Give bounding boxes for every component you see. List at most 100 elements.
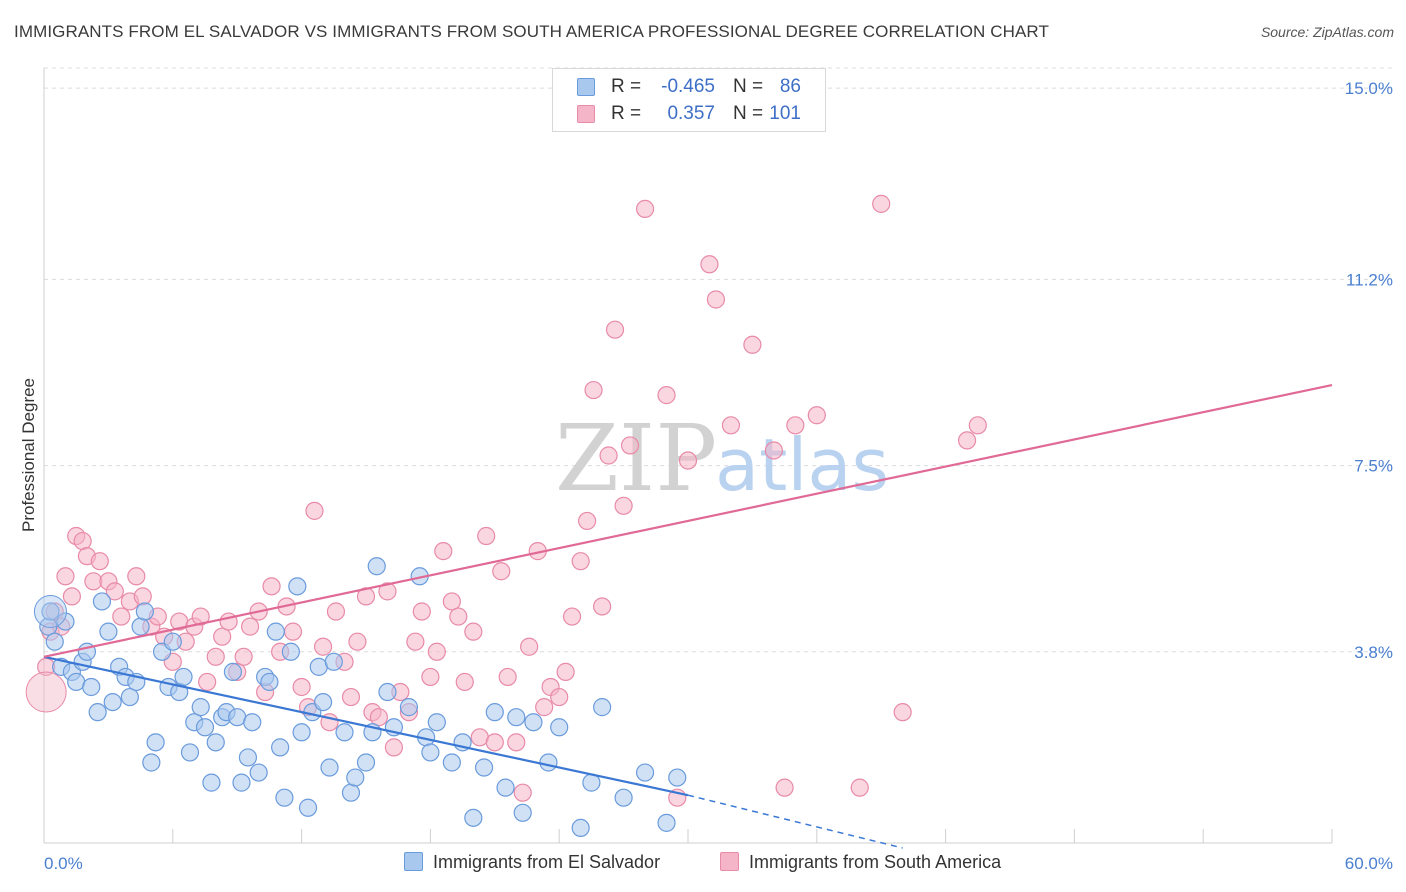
data-point-el-salvador bbox=[56, 612, 75, 631]
data-point-el-salvador bbox=[142, 753, 161, 772]
data-point-el-salvador bbox=[539, 753, 558, 772]
data-point-el-salvador bbox=[427, 713, 446, 732]
data-point-el-salvador bbox=[163, 632, 182, 651]
data-point-south-america bbox=[513, 783, 532, 802]
data-point-south-america bbox=[127, 567, 146, 586]
data-point-south-america bbox=[571, 552, 590, 571]
y-tick-label: 15.0% bbox=[1345, 79, 1393, 98]
data-point-south-america bbox=[313, 637, 333, 656]
data-point-south-america bbox=[455, 672, 474, 692]
data-point-el-salvador bbox=[120, 687, 139, 707]
legend-row-south-america: R = 0.357 N = 101 bbox=[553, 101, 825, 127]
data-point-el-salvador bbox=[367, 557, 386, 576]
x-tick-label-max: 60.0% bbox=[1345, 854, 1393, 873]
data-point-el-salvador bbox=[657, 813, 676, 832]
trend-line-south-america bbox=[43, 383, 1333, 658]
data-point-el-salvador bbox=[309, 657, 328, 676]
data-point-south-america bbox=[62, 587, 82, 606]
data-point-el-salvador bbox=[281, 642, 300, 661]
data-point-south-america bbox=[25, 671, 67, 713]
data-point-el-salvador bbox=[571, 818, 590, 838]
bottom-legend-el-salvador: Immigrants from El Salvador bbox=[404, 852, 660, 873]
bottom-legend-label: Immigrants from El Salvador bbox=[433, 852, 661, 872]
bottom-legend-label: Immigrants from South America bbox=[749, 852, 1002, 872]
watermark-atlas: atlas bbox=[715, 423, 889, 507]
legend-r-value: 0.357 bbox=[667, 103, 715, 124]
data-point-el-salvador bbox=[131, 617, 150, 636]
data-point-south-america bbox=[556, 662, 575, 681]
data-point-south-america bbox=[620, 436, 640, 455]
legend-swatch-pink bbox=[577, 105, 595, 123]
legend-n-label: N = bbox=[733, 103, 764, 124]
data-point-el-salvador bbox=[223, 662, 243, 681]
data-point-el-salvador bbox=[243, 713, 262, 732]
data-point-el-salvador bbox=[146, 733, 165, 752]
data-point-el-salvador bbox=[635, 763, 655, 782]
data-point-south-america bbox=[470, 728, 489, 747]
legend-r-label: R = bbox=[611, 76, 642, 97]
legend-swatch-blue bbox=[577, 78, 595, 96]
watermark: ZIP atlas bbox=[555, 405, 889, 512]
data-point-el-salvador bbox=[191, 698, 210, 717]
legend-r-value: -0.465 bbox=[661, 76, 715, 97]
chart-title: IMMIGRANTS FROM EL SALVADOR VS IMMIGRANT… bbox=[14, 22, 1049, 41]
data-point-el-salvador bbox=[88, 703, 107, 722]
data-point-south-america bbox=[578, 511, 597, 531]
data-point-el-salvador bbox=[249, 763, 268, 782]
y-axis-label: Professional Degree bbox=[19, 378, 38, 532]
data-point-south-america bbox=[449, 607, 468, 626]
data-point-south-america bbox=[562, 607, 582, 626]
data-point-south-america bbox=[498, 667, 517, 687]
trend-lines bbox=[43, 383, 1333, 849]
data-point-south-america bbox=[700, 255, 719, 274]
data-point-el-salvador bbox=[228, 708, 247, 727]
data-point-el-salvador bbox=[593, 698, 612, 717]
data-point-el-salvador bbox=[292, 723, 311, 742]
data-point-el-salvador bbox=[421, 743, 440, 762]
trend-line-el-salvador bbox=[43, 655, 689, 797]
data-point-el-salvador bbox=[356, 753, 376, 772]
series-south-america-points bbox=[25, 194, 987, 807]
data-point-south-america bbox=[421, 667, 440, 687]
data-point-el-salvador bbox=[99, 622, 118, 641]
data-point-el-salvador bbox=[82, 677, 101, 697]
bottom-legend-south-america: Immigrants from South America bbox=[720, 852, 1001, 873]
data-point-south-america bbox=[191, 607, 210, 626]
data-point-south-america bbox=[133, 587, 152, 606]
data-point-el-salvador bbox=[614, 788, 633, 807]
x-axis-ticks bbox=[43, 829, 1333, 843]
data-point-el-salvador bbox=[324, 652, 343, 671]
data-point-el-salvador bbox=[180, 743, 200, 762]
data-point-south-america bbox=[434, 542, 453, 561]
data-point-south-america bbox=[378, 582, 397, 601]
grid-lines bbox=[44, 67, 1392, 653]
data-point-south-america bbox=[384, 738, 404, 757]
bottom-legend-swatch-blue bbox=[404, 852, 423, 871]
data-point-el-salvador bbox=[288, 577, 307, 596]
data-point-south-america bbox=[743, 335, 762, 354]
data-point-south-america bbox=[507, 733, 526, 752]
data-point-south-america bbox=[893, 703, 912, 722]
data-point-south-america bbox=[599, 446, 618, 465]
data-point-south-america bbox=[593, 597, 612, 616]
data-point-south-america bbox=[957, 431, 977, 450]
data-point-south-america bbox=[442, 592, 461, 611]
data-point-el-salvador bbox=[41, 602, 60, 621]
data-point-south-america bbox=[112, 607, 131, 626]
data-point-south-america bbox=[412, 602, 431, 621]
data-point-south-america bbox=[706, 290, 726, 309]
data-point-el-salvador bbox=[266, 622, 285, 641]
source-label: Source: ZipAtlas.com bbox=[1260, 24, 1394, 40]
trend-line-el-salvador-extension bbox=[687, 794, 903, 849]
data-point-south-america bbox=[764, 441, 783, 460]
data-point-south-america bbox=[206, 647, 225, 666]
data-point-el-salvador bbox=[550, 718, 569, 737]
data-point-south-america bbox=[305, 501, 324, 520]
correlation-legend: R = -0.465 N = 86 R = 0.357 N = 101 bbox=[552, 68, 826, 132]
data-point-south-america bbox=[850, 778, 869, 797]
data-point-south-america bbox=[213, 627, 232, 646]
data-point-el-salvador bbox=[313, 692, 333, 712]
data-point-el-salvador bbox=[399, 698, 419, 717]
data-point-south-america bbox=[56, 567, 75, 586]
